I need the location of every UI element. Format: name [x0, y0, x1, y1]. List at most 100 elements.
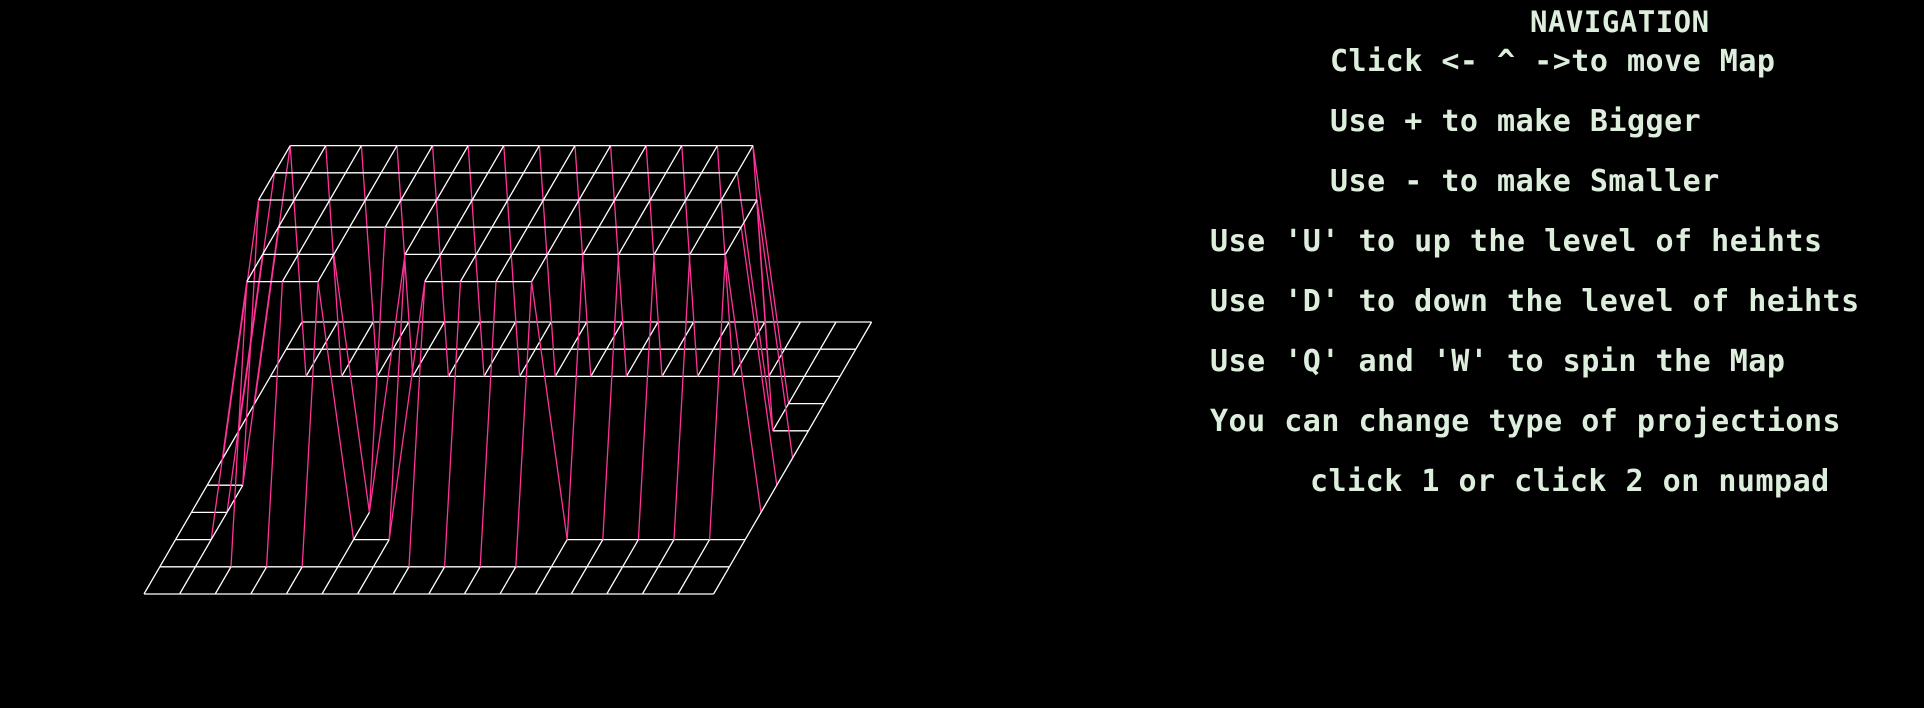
grid-edge-top: [471, 172, 489, 201]
grid-edge-top: [400, 172, 418, 201]
grid-edge-top: [495, 254, 513, 282]
grid-edge-flat: [159, 539, 177, 568]
grid-edge-slope: [530, 281, 568, 540]
grid-edge-top: [262, 226, 279, 255]
grid-edge-flat: [376, 348, 394, 377]
grid-edge-top: [329, 172, 347, 201]
grid-edge-flat: [285, 321, 303, 350]
grid-edge-top: [309, 145, 327, 174]
grid-edge-flat: [788, 376, 805, 404]
grid-edge-flat: [143, 566, 161, 595]
grid-edge-top: [384, 199, 402, 228]
grid-edge-flat: [803, 348, 821, 377]
grid-edge-top: [523, 145, 540, 174]
grid-edge-flat: [760, 484, 778, 513]
grid-edge-top: [724, 226, 742, 255]
grid-edge-top: [629, 145, 647, 174]
grid-edge-top: [736, 145, 754, 174]
nav-instruction-move: Click <- ^ ->to move Map: [1330, 44, 1776, 79]
grid-edge-flat: [748, 321, 766, 350]
grid-edge-top: [349, 199, 366, 228]
grid-edge-flat: [657, 539, 675, 568]
navigation-title: NAVIGATION: [1530, 5, 1710, 39]
grid-edge-flat: [661, 348, 679, 377]
grid-edge-flat: [744, 512, 762, 540]
grid-edge-slope: [538, 145, 556, 377]
grid-edge-top: [669, 199, 687, 228]
grid-edge-flat: [784, 321, 801, 350]
grid-edge-flat: [586, 539, 604, 568]
grid-edge-flat: [697, 348, 714, 377]
grid-edge-top: [404, 226, 422, 255]
grid-edge-flat: [353, 512, 370, 540]
grid-edge-flat: [222, 430, 240, 459]
grid-edge-flat: [499, 566, 517, 595]
grid-edge-top: [424, 254, 442, 282]
grid-edge-flat: [428, 321, 445, 350]
grid-edge-top: [614, 172, 631, 201]
grid-edge-top: [440, 226, 457, 255]
grid-edge-flat: [321, 321, 339, 350]
navigation-panel: NAVIGATION Click <- ^ ->to move Map Use …: [1170, 0, 1924, 708]
grid-edge-top: [451, 145, 469, 174]
grid-edge-flat: [428, 566, 446, 595]
grid-edge-slope: [443, 281, 462, 567]
nav-instruction-down-level: Use 'D' to down the level of heihts: [1210, 284, 1860, 319]
grid-edge-top: [531, 254, 548, 282]
grid-edge-flat: [337, 539, 355, 568]
grid-edge-top: [598, 199, 616, 228]
grid-edge-slope: [388, 281, 426, 540]
nav-instruction-smaller: Use - to make Smaller: [1330, 164, 1720, 199]
grid-edge-slope: [368, 254, 406, 513]
grid-edge-slope: [756, 199, 774, 431]
grid-edge-top: [436, 172, 453, 201]
grid-edge-slope: [431, 145, 450, 377]
grid-edge-flat: [285, 566, 303, 595]
grid-edge-flat: [175, 512, 192, 540]
grid-edge-flat: [590, 348, 608, 377]
grid-edge-slope: [515, 281, 533, 567]
grid-edge-top: [527, 199, 544, 228]
grid-edge-flat: [250, 566, 268, 595]
grid-edge-flat: [534, 321, 552, 350]
map-viewport[interactable]: [0, 0, 1000, 708]
grid-edge-slope: [408, 281, 426, 567]
grid-edge-top: [546, 226, 564, 255]
grid-edge-flat: [839, 348, 857, 377]
grid-edge-slope: [503, 145, 521, 377]
grid-edge-top: [701, 145, 718, 174]
grid-edge-slope: [289, 145, 307, 377]
grid-edge-top: [455, 199, 473, 228]
grid-edge-flat: [855, 321, 873, 350]
grid-edge-top: [562, 199, 580, 228]
wireframe-height-map[interactable]: [0, 0, 1000, 708]
grid-edge-flat: [179, 566, 196, 595]
grid-edge-slope: [242, 227, 280, 486]
grid-edge-slope: [301, 281, 319, 567]
grid-edge-flat: [677, 566, 695, 595]
grid-edge-flat: [713, 566, 730, 595]
grid-edge-flat: [356, 321, 374, 350]
grid-edge-top: [720, 172, 738, 201]
grid-edge-top: [689, 226, 707, 255]
grid-edge-top: [578, 172, 596, 201]
grid-edge-top: [364, 172, 382, 201]
grid-edge-top: [459, 254, 477, 282]
grid-edge-top: [649, 172, 667, 201]
grid-edge-slope: [479, 281, 497, 567]
grid-edge-top: [491, 199, 509, 228]
grid-edge-flat: [819, 321, 837, 350]
grid-edge-slope: [317, 281, 355, 540]
grid-edge-top: [333, 226, 351, 255]
grid-edge-top: [317, 254, 335, 282]
grid-edge-top: [542, 172, 560, 201]
grid-edge-flat: [463, 321, 481, 350]
grid-edge-flat: [550, 539, 568, 568]
grid-edge-top: [507, 172, 525, 201]
grid-edge-top: [740, 199, 758, 228]
grid-edge-slope: [368, 227, 386, 513]
nav-instruction-projection: You can change type of projections: [1210, 404, 1842, 439]
grid-edge-flat: [206, 457, 224, 486]
grid-edge-slope: [752, 145, 790, 404]
